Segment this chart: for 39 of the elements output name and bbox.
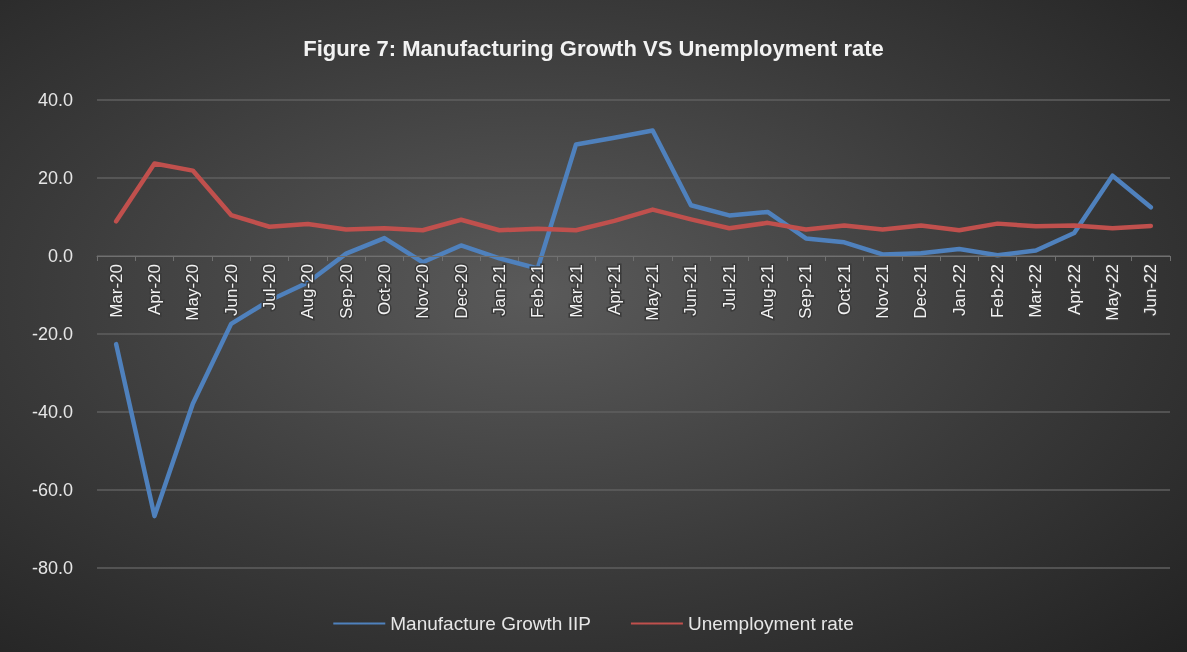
y-tick-label: 20.0 xyxy=(37,168,73,188)
x-tick-label: May-22 xyxy=(1103,264,1123,321)
x-tick-label: Feb-22 xyxy=(988,264,1008,318)
y-tick-label: -80.0 xyxy=(31,558,73,578)
x-tick-label: Aug-20 xyxy=(298,264,318,319)
x-tick-label: Oct-20 xyxy=(374,264,394,316)
x-tick-label: Jun-22 xyxy=(1141,264,1161,316)
x-tick-label: Jun-21 xyxy=(681,264,701,316)
x-tick-label: Oct-21 xyxy=(834,264,854,316)
chart-title: Figure 7: Manufacturing Growth VS Unemployment rate xyxy=(303,35,884,61)
x-tick-label: May-21 xyxy=(643,264,663,321)
y-tick-label: -40.0 xyxy=(31,402,73,422)
x-tick-label: Jun-20 xyxy=(221,264,241,316)
x-tick-label: Jan-21 xyxy=(489,264,509,316)
x-tick-label: Jan-22 xyxy=(949,264,969,316)
y-tick-label: 40.0 xyxy=(37,90,73,110)
x-tick-label: Feb-21 xyxy=(528,264,548,318)
x-tick-label: Jul-21 xyxy=(719,264,739,311)
x-tick-label: Aug-21 xyxy=(758,264,778,319)
x-tick-label: Apr-21 xyxy=(604,264,624,316)
x-tick-label: Dec-21 xyxy=(911,264,931,319)
x-tick-label: Mar-21 xyxy=(566,264,586,318)
x-tick-label: Mar-20 xyxy=(106,264,126,318)
x-tick-label: Jul-20 xyxy=(259,264,279,311)
legend-label: Unemployment rate xyxy=(687,613,854,634)
y-tick-label: -60.0 xyxy=(31,480,73,500)
y-tick-label: 0.0 xyxy=(47,246,73,266)
x-tick-label: May-20 xyxy=(183,264,203,321)
x-tick-label: Apr-22 xyxy=(1064,264,1084,316)
legend-label: Manufacture Growth IIP xyxy=(390,613,591,634)
x-tick-label: Dec-20 xyxy=(451,264,471,319)
x-tick-label: Sep-20 xyxy=(336,264,356,319)
x-tick-label: Sep-21 xyxy=(796,264,816,319)
line-series xyxy=(113,161,1154,233)
x-tick-label: Apr-20 xyxy=(144,264,164,316)
y-tick-label: -20.0 xyxy=(31,324,73,344)
x-tick-label: Mar-22 xyxy=(1026,264,1046,318)
x-tick-label: Nov-21 xyxy=(873,264,893,319)
x-tick-label: Nov-20 xyxy=(413,264,433,319)
